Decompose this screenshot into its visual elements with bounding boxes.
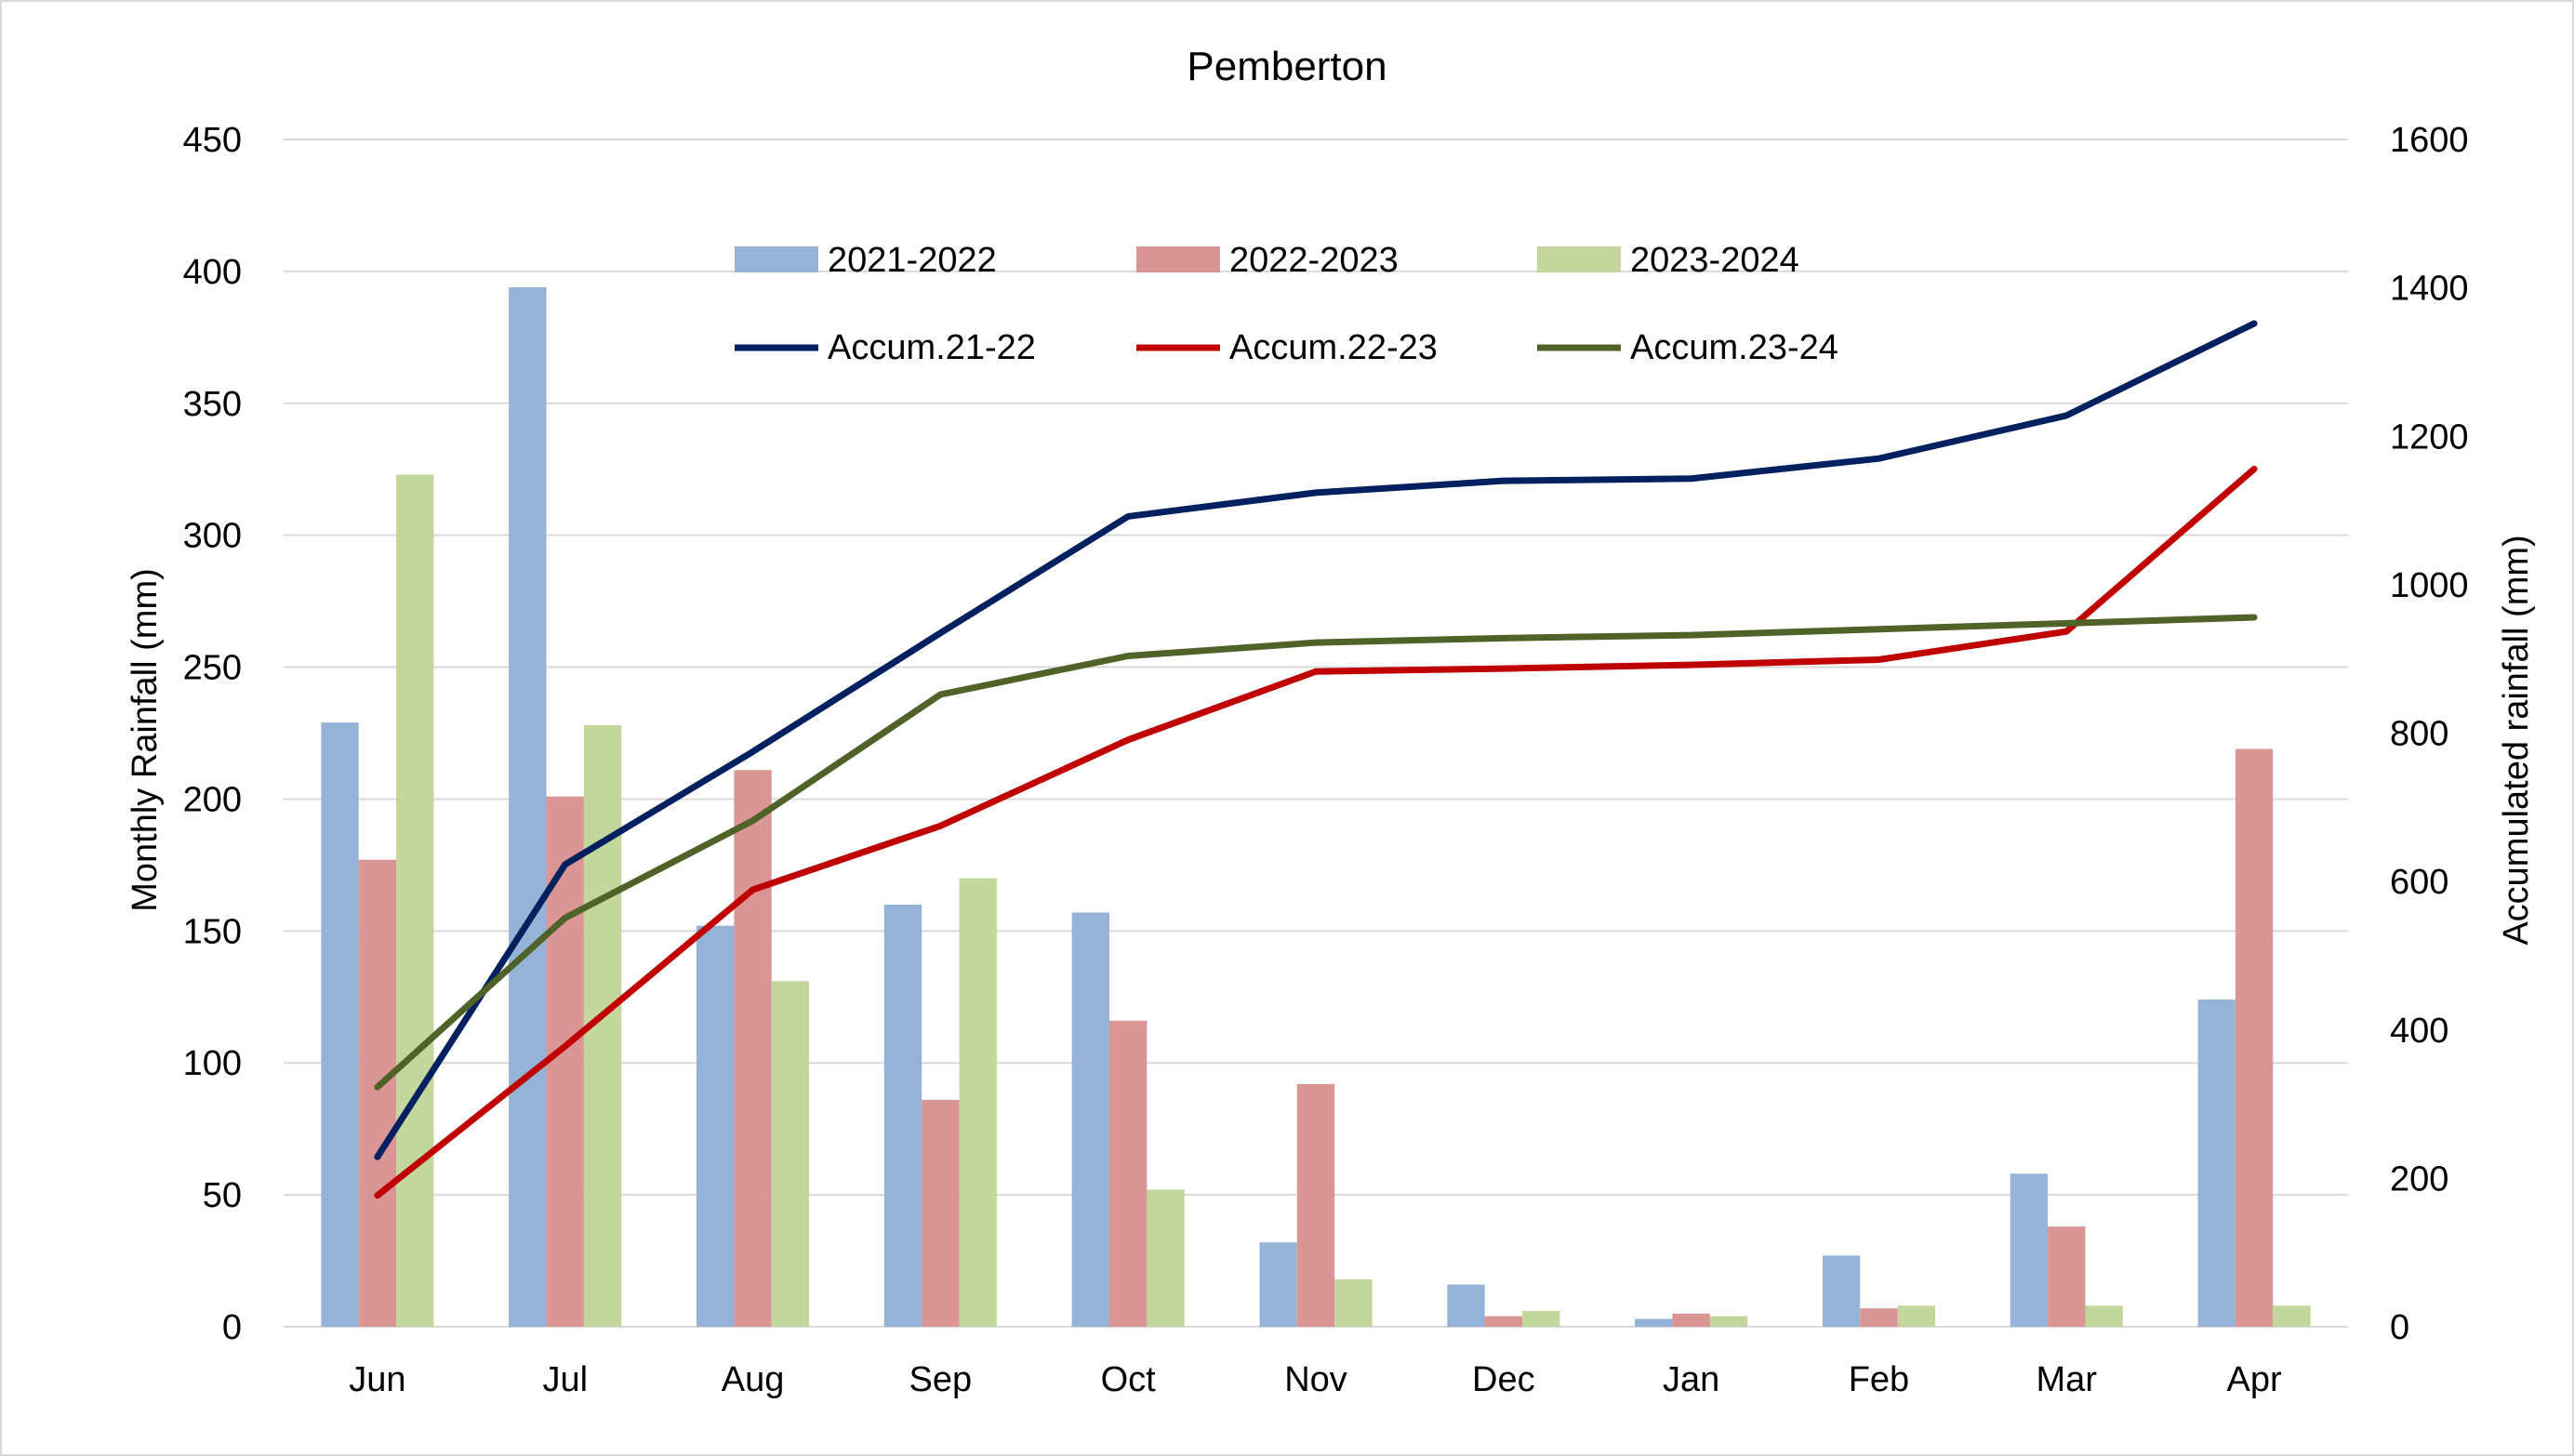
bar — [1860, 1308, 1898, 1327]
x-tick-label: Apr — [2227, 1360, 2282, 1399]
series-line — [374, 320, 2258, 1160]
y-tick-label-left: 100 — [183, 1044, 242, 1083]
y-tick-label-left: 350 — [183, 385, 242, 424]
y-tick-label-right: 400 — [2390, 1012, 2448, 1051]
bar — [1259, 1242, 1297, 1327]
y-tick-label-right: 1000 — [2390, 566, 2469, 605]
legend-swatch — [1136, 246, 1220, 272]
bar — [771, 981, 810, 1327]
bar — [2197, 999, 2236, 1327]
bar — [396, 474, 434, 1327]
legend-label: Accum.21-22 — [828, 328, 1036, 367]
legend-label: 2023-2024 — [1630, 241, 1799, 280]
bar — [1897, 1305, 1935, 1327]
y-tick-label-right: 1600 — [2390, 121, 2469, 160]
y-tick-label-left: 300 — [183, 517, 242, 556]
legend-swatch — [1537, 246, 1621, 272]
bar — [1822, 1255, 1861, 1327]
line-series-group — [374, 320, 2258, 1199]
bar — [1709, 1316, 1748, 1327]
y-axis-title-left: Monthly Rainfall (mm) — [126, 568, 165, 912]
bar — [358, 859, 397, 1327]
x-tick-label: Jul — [542, 1360, 588, 1399]
x-tick-label: Aug — [722, 1360, 785, 1399]
x-tick-label: Mar — [2037, 1360, 2098, 1399]
y-tick-label-left: 0 — [222, 1308, 242, 1347]
axis-ticks: 0 50 100 150 200 250 300 350 400 450 0 200 400 600 800… — [183, 121, 2469, 1399]
legend: 2021-2022 2022-2023 2023-2024 Accum.21-22 Ac… — [735, 241, 1838, 367]
bar — [1071, 912, 1109, 1327]
bar — [959, 878, 997, 1327]
bar — [697, 925, 735, 1327]
y-axis-title-right: Accumulated rainfall (mm) — [2497, 535, 2536, 945]
legend-label: 2021-2022 — [828, 241, 997, 280]
chart-title: Pemberton — [1187, 44, 1387, 89]
bar — [1522, 1310, 1560, 1327]
y-tick-label-left: 250 — [183, 649, 242, 688]
legend-label: Accum.22-23 — [1229, 328, 1438, 367]
x-tick-label: Oct — [1101, 1360, 1157, 1399]
bar — [1147, 1189, 1185, 1327]
bar — [883, 904, 922, 1327]
y-tick-label-right: 1400 — [2390, 270, 2469, 309]
bar — [509, 286, 547, 1328]
bar — [1296, 1083, 1335, 1327]
bar — [922, 1099, 960, 1327]
bar — [2010, 1173, 2049, 1327]
x-tick-label: Dec — [1472, 1360, 1535, 1399]
y-tick-label-right: 800 — [2390, 715, 2448, 754]
series-line — [374, 614, 2258, 1091]
y-tick-label-left: 200 — [183, 780, 242, 819]
y-tick-label-left: 150 — [183, 912, 242, 951]
bar-series-group — [321, 286, 2311, 1328]
gridlines — [284, 139, 2348, 1328]
bar — [1672, 1313, 1710, 1327]
y-tick-label-left: 450 — [183, 121, 242, 160]
x-tick-label: Nov — [1284, 1360, 1347, 1399]
series-line — [374, 465, 2258, 1199]
bar — [1334, 1278, 1373, 1327]
y-tick-label-right: 1200 — [2390, 417, 2469, 457]
bar — [2273, 1305, 2311, 1327]
y-tick-label-left: 50 — [203, 1176, 242, 1215]
bar — [734, 770, 772, 1327]
bar — [1109, 1020, 1148, 1327]
y-tick-label-right: 0 — [2390, 1308, 2409, 1347]
legend-label: Accum.23-24 — [1630, 328, 1838, 367]
y-tick-label-right: 600 — [2390, 863, 2448, 902]
x-tick-label: Jun — [349, 1360, 405, 1399]
bar — [2048, 1226, 2086, 1327]
y-tick-label-left: 400 — [183, 253, 242, 292]
bar — [1447, 1284, 1485, 1327]
x-tick-label: Feb — [1849, 1360, 1909, 1399]
legend-swatch — [735, 246, 818, 272]
bar — [1484, 1316, 1522, 1327]
y-tick-label-right: 200 — [2390, 1159, 2448, 1198]
bar — [1635, 1318, 1673, 1327]
bar — [2085, 1305, 2123, 1327]
x-tick-label: Jan — [1663, 1360, 1719, 1399]
legend-label: 2022-2023 — [1229, 241, 1399, 280]
bar — [546, 796, 584, 1327]
bar — [2235, 748, 2274, 1327]
bar — [321, 722, 359, 1327]
x-tick-label: Sep — [909, 1360, 973, 1399]
